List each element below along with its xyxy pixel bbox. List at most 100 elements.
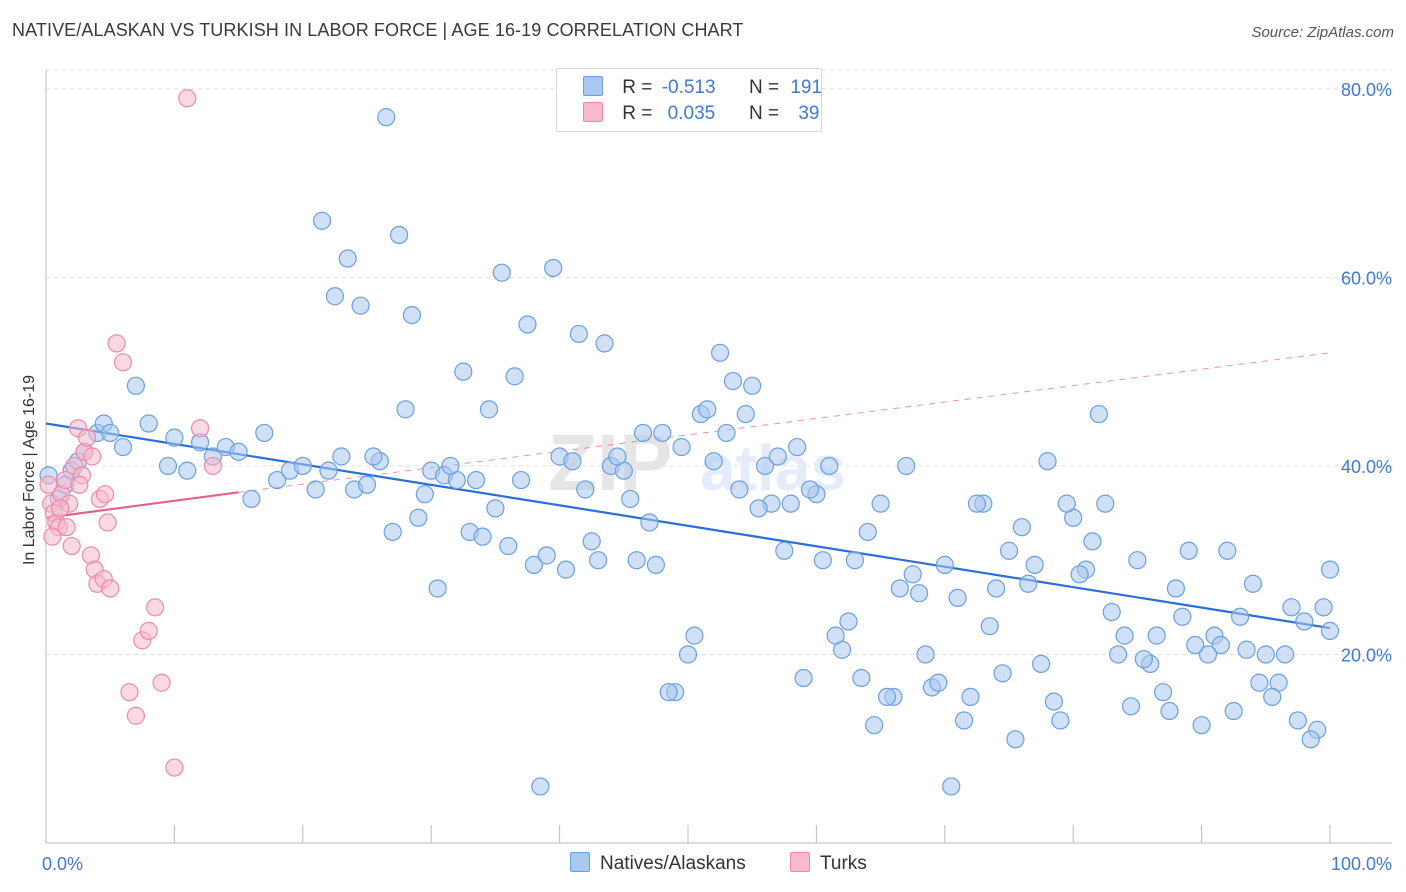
native-point [858, 522, 877, 542]
native-point [621, 489, 640, 509]
legend-r-label: R = [622, 103, 653, 124]
bottom-legend-natives-label: Natives/Alaskans [600, 853, 746, 874]
native-point [1243, 574, 1263, 593]
native-point [999, 541, 1019, 560]
native-point [242, 489, 261, 509]
native-point [499, 536, 518, 556]
native-point [338, 249, 357, 268]
native-point [653, 423, 672, 443]
native-point [377, 108, 396, 127]
native-point [139, 414, 158, 433]
native-point [736, 404, 755, 424]
native-point [1211, 635, 1230, 655]
native-point [800, 480, 820, 499]
native-point [1224, 701, 1243, 721]
native-point [319, 461, 338, 480]
native-point [556, 560, 576, 579]
turk-point [203, 456, 223, 476]
native-point [845, 551, 865, 570]
native-point [948, 588, 967, 608]
native-point [1109, 645, 1128, 664]
native-point [698, 400, 717, 419]
native-point [743, 376, 762, 395]
native-point [1012, 518, 1031, 537]
native-point [1218, 541, 1237, 560]
native-point [710, 343, 730, 362]
legend-r-value: -0.513 [661, 77, 716, 98]
native-point [492, 263, 511, 282]
native-point [1070, 565, 1089, 584]
native-point [1134, 650, 1153, 669]
native-point [255, 423, 274, 443]
native-point [749, 499, 768, 518]
native-point [454, 362, 473, 381]
x-tick-label: 0.0% [42, 854, 83, 874]
native-point [826, 626, 845, 645]
native-point [268, 470, 287, 490]
native-point [871, 494, 890, 513]
tick-labels: 20.0% 40.0% 60.0% 80.0% 0.0% 100.0% [42, 80, 1392, 874]
native-point [1153, 683, 1173, 702]
legend-r-value: 0.035 [667, 103, 716, 124]
native-point [1192, 716, 1211, 735]
native-point [755, 456, 775, 476]
native-point [672, 437, 691, 457]
turks-swatch-icon [790, 852, 810, 872]
native-point [608, 447, 627, 466]
turk-point [126, 706, 145, 725]
native-point [1275, 645, 1295, 664]
turk-point [62, 536, 81, 556]
native-point [101, 423, 120, 443]
native-point [704, 452, 723, 471]
native-point [1083, 532, 1102, 551]
native-point [1250, 673, 1269, 692]
turk-point [51, 499, 70, 518]
native-point [1044, 692, 1064, 711]
native-point [537, 546, 556, 565]
native-point [1186, 635, 1205, 655]
native-point [531, 777, 550, 796]
chart-title: NATIVE/ALASKAN VS TURKISH IN LABOR FORCE… [12, 20, 744, 40]
native-point [165, 428, 184, 447]
turk-point [43, 527, 62, 546]
turk-point [152, 673, 171, 692]
native-point [563, 452, 582, 471]
native-point [1320, 560, 1340, 579]
bottom-legend-turks-label: Turks [820, 853, 867, 874]
native-point [1115, 626, 1134, 645]
native-point [678, 645, 698, 664]
native-point [897, 456, 916, 476]
legend-row-natives: R = -0.513 N = 191 [583, 76, 822, 102]
native-point [1198, 645, 1218, 664]
native-point [1031, 654, 1051, 673]
native-point [794, 668, 813, 688]
native-point [1237, 640, 1256, 659]
native-point [916, 645, 935, 664]
native-point [544, 258, 563, 278]
native-point [332, 447, 351, 466]
native-point [1051, 711, 1070, 730]
native-point [1320, 621, 1340, 640]
native-point [1166, 579, 1186, 598]
native-point [633, 423, 653, 443]
turk-point [113, 353, 133, 372]
native-point [126, 376, 145, 395]
trendlines [45, 352, 1331, 630]
native-point [813, 551, 832, 570]
native-point [518, 315, 537, 334]
native-point [910, 584, 929, 603]
native-point [627, 551, 646, 570]
legend-row-turks: R = 0.035 N = 39 [583, 102, 819, 128]
bottom-legend-natives: Natives/Alaskans [570, 852, 746, 875]
native-point [781, 494, 800, 513]
native-point [730, 480, 749, 499]
legend-n-label: N = [748, 77, 780, 98]
native-point [775, 541, 794, 560]
native-point [1301, 730, 1320, 749]
native-point [479, 400, 499, 419]
turk-point [146, 598, 165, 617]
turk-point [165, 758, 184, 777]
native-point [839, 612, 858, 631]
legend-n-value: 191 [790, 77, 823, 98]
native-point [229, 442, 248, 461]
